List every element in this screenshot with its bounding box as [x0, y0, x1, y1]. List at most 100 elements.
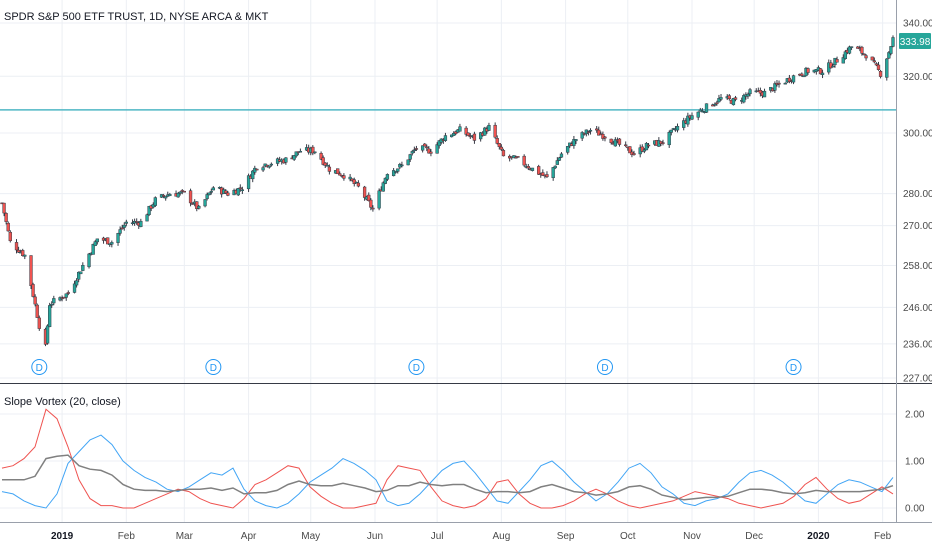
candle-body	[872, 60, 877, 63]
candle-body	[87, 253, 91, 268]
price-axis[interactable]: 340.00 320.00 300.00 280.00 270.00 258.00 246.…	[903, 19, 932, 385]
candle-body	[122, 224, 126, 228]
candle-body	[21, 250, 25, 257]
candle-body	[178, 191, 182, 194]
candle-body	[541, 172, 545, 176]
candle-body	[284, 157, 288, 163]
last-price-tag: 333.98	[899, 33, 931, 49]
candle-body	[537, 166, 541, 175]
candle-body	[557, 157, 562, 161]
dividend-marker[interactable]	[596, 359, 613, 375]
candle-body	[120, 227, 124, 230]
dividend-marker[interactable]	[31, 359, 48, 375]
candle-body	[555, 160, 559, 165]
candle-body	[371, 207, 375, 210]
candle-body	[545, 174, 549, 178]
candle-body	[255, 168, 259, 171]
candle-body	[464, 127, 468, 135]
candle-body	[394, 171, 398, 173]
candle-body	[164, 196, 168, 199]
candle-body	[91, 243, 95, 255]
candle-body	[342, 175, 346, 179]
candle-body	[864, 55, 868, 59]
candle-body	[23, 254, 27, 257]
indicator-axis[interactable]: 2.00 1.00 0.00	[905, 410, 925, 515]
candle-body	[323, 162, 327, 166]
candle-body	[580, 132, 584, 139]
candle-body	[758, 90, 763, 94]
candle-body	[727, 95, 731, 99]
time-tick-label: Mar	[176, 531, 194, 542]
candle-body	[410, 151, 414, 154]
candle-body	[74, 280, 79, 286]
dividend-marker-label: D	[36, 363, 43, 374]
time-axis[interactable]: 2019 Feb Mar Apr May Jun Jul Aug Sep Oct Nov Dec 202…	[51, 531, 892, 542]
candle-body	[48, 305, 52, 328]
candle-body	[522, 155, 526, 166]
candle-body	[479, 132, 483, 140]
candle-body	[14, 242, 19, 251]
candle-body	[646, 144, 651, 147]
candle-body	[860, 46, 864, 54]
candle-body	[116, 233, 120, 243]
candle-body	[211, 187, 216, 191]
candle-body	[609, 138, 613, 143]
candle-body	[495, 138, 499, 144]
candle-body	[443, 135, 448, 141]
candle-body	[77, 271, 81, 280]
candle-body	[45, 325, 50, 344]
time-tick-label: Sep	[557, 531, 575, 542]
dividend-marker[interactable]	[408, 359, 425, 375]
candle-body	[64, 293, 68, 298]
candle-body	[8, 231, 12, 242]
candle-body	[203, 199, 207, 207]
last-price-tag-background	[899, 33, 931, 49]
candle-body	[849, 46, 854, 48]
candle-body	[874, 63, 879, 66]
candle-body	[624, 144, 628, 147]
candle-body	[777, 82, 781, 85]
candle-body	[414, 148, 419, 150]
candle-body	[601, 134, 605, 139]
candle-body	[408, 154, 412, 160]
candle-body	[412, 149, 416, 152]
candle-body	[327, 166, 332, 172]
candle-body	[294, 151, 298, 157]
dividend-marker[interactable]	[785, 359, 802, 375]
candle-body	[188, 190, 193, 204]
candle-body	[820, 72, 825, 75]
candle-body	[238, 187, 242, 189]
candle-body	[713, 104, 717, 106]
candle-body	[6, 222, 10, 232]
indicator-label[interactable]: Slope Vortex (20, close)	[4, 396, 121, 408]
candle-body	[381, 182, 385, 192]
candle-body	[885, 58, 889, 78]
dividend-marker[interactable]	[205, 359, 222, 375]
candle-body	[406, 159, 410, 166]
candle-body	[79, 271, 83, 275]
candle-body	[559, 153, 564, 158]
indicator-tick-label: 2.00	[905, 410, 925, 421]
candle-body	[717, 98, 721, 103]
candle-body	[377, 190, 381, 209]
candle-body	[145, 214, 149, 222]
candle-body	[425, 146, 429, 149]
candle-body	[31, 284, 35, 297]
candle-body	[336, 168, 340, 175]
price-tick-label: 236.00	[903, 339, 932, 350]
candle-body	[319, 153, 323, 160]
candle-body	[628, 146, 632, 154]
grid-lines	[0, 0, 896, 522]
candle-body	[831, 65, 835, 68]
candle-body	[487, 124, 491, 131]
candle-body	[667, 132, 671, 146]
candle-body	[352, 179, 356, 185]
candle-body	[4, 213, 8, 222]
candle-body	[661, 142, 665, 144]
candle-body	[292, 155, 296, 160]
candle-body	[497, 143, 501, 147]
candle-body	[93, 241, 97, 246]
indicator-tick-label: 0.00	[905, 504, 925, 515]
candle-body	[889, 46, 893, 54]
